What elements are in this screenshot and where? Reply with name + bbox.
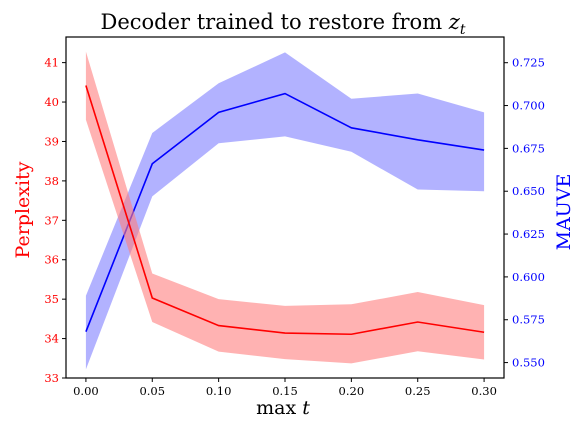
right-tick-label: 0.650 — [512, 184, 545, 198]
chart-title-sub: t — [460, 22, 466, 38]
right-tick-label: 0.550 — [512, 356, 545, 370]
x-axis-ticks: 0.00 0.05 0.10 0.15 0.20 0.25 0.30 — [73, 378, 497, 398]
right-axis-ticks: 0.550 0.575 0.600 0.625 0.650 0.675 0.700 0.725 — [504, 56, 545, 370]
chart-title-main: Decoder trained to restore from — [100, 10, 448, 34]
x-tick-label: 0.25 — [405, 384, 431, 398]
right-tick-label: 0.725 — [512, 56, 545, 70]
x-tick-label: 0.05 — [139, 384, 165, 398]
mauve-series-band — [85, 52, 485, 370]
chart-title: Decoder trained to restore from zt — [100, 10, 465, 38]
x-tick-label: 0.10 — [206, 384, 232, 398]
perplexity-series-band — [85, 51, 485, 364]
left-axis-label: Perplexity — [12, 161, 34, 258]
left-tick-label: 41 — [44, 56, 59, 70]
x-tick-label: 0.15 — [272, 384, 298, 398]
left-tick-label: 33 — [44, 371, 59, 385]
x-axis-label: max t — [256, 397, 310, 419]
left-tick-label: 39 — [44, 134, 59, 148]
left-axis-ticks: 33 34 35 36 37 38 39 40 41 — [44, 56, 66, 385]
plot-area — [85, 51, 485, 370]
right-axis-label: MAUVE — [553, 174, 575, 251]
x-tick-label: 0.20 — [339, 384, 365, 398]
right-tick-label: 0.625 — [512, 227, 545, 241]
right-tick-label: 0.575 — [512, 313, 545, 327]
left-tick-label: 37 — [44, 213, 59, 227]
perplexity-series-line — [85, 85, 485, 336]
x-tick-label: 0.30 — [471, 384, 497, 398]
left-tick-label: 38 — [44, 174, 59, 188]
mauve-series-line — [85, 92, 485, 333]
x-axis-label-var: t — [302, 397, 310, 419]
left-tick-label: 40 — [44, 95, 59, 109]
plot-frame — [65, 36, 505, 379]
x-axis-label-main: max — [256, 397, 302, 419]
left-tick-label: 34 — [44, 332, 59, 346]
right-tick-label: 0.675 — [512, 141, 545, 155]
left-tick-label: 36 — [44, 253, 59, 267]
x-tick-label: 0.00 — [73, 384, 99, 398]
left-tick-label: 35 — [44, 292, 59, 306]
right-tick-label: 0.600 — [512, 270, 545, 284]
right-tick-label: 0.700 — [512, 99, 545, 113]
chart-title-var: z — [448, 10, 461, 34]
